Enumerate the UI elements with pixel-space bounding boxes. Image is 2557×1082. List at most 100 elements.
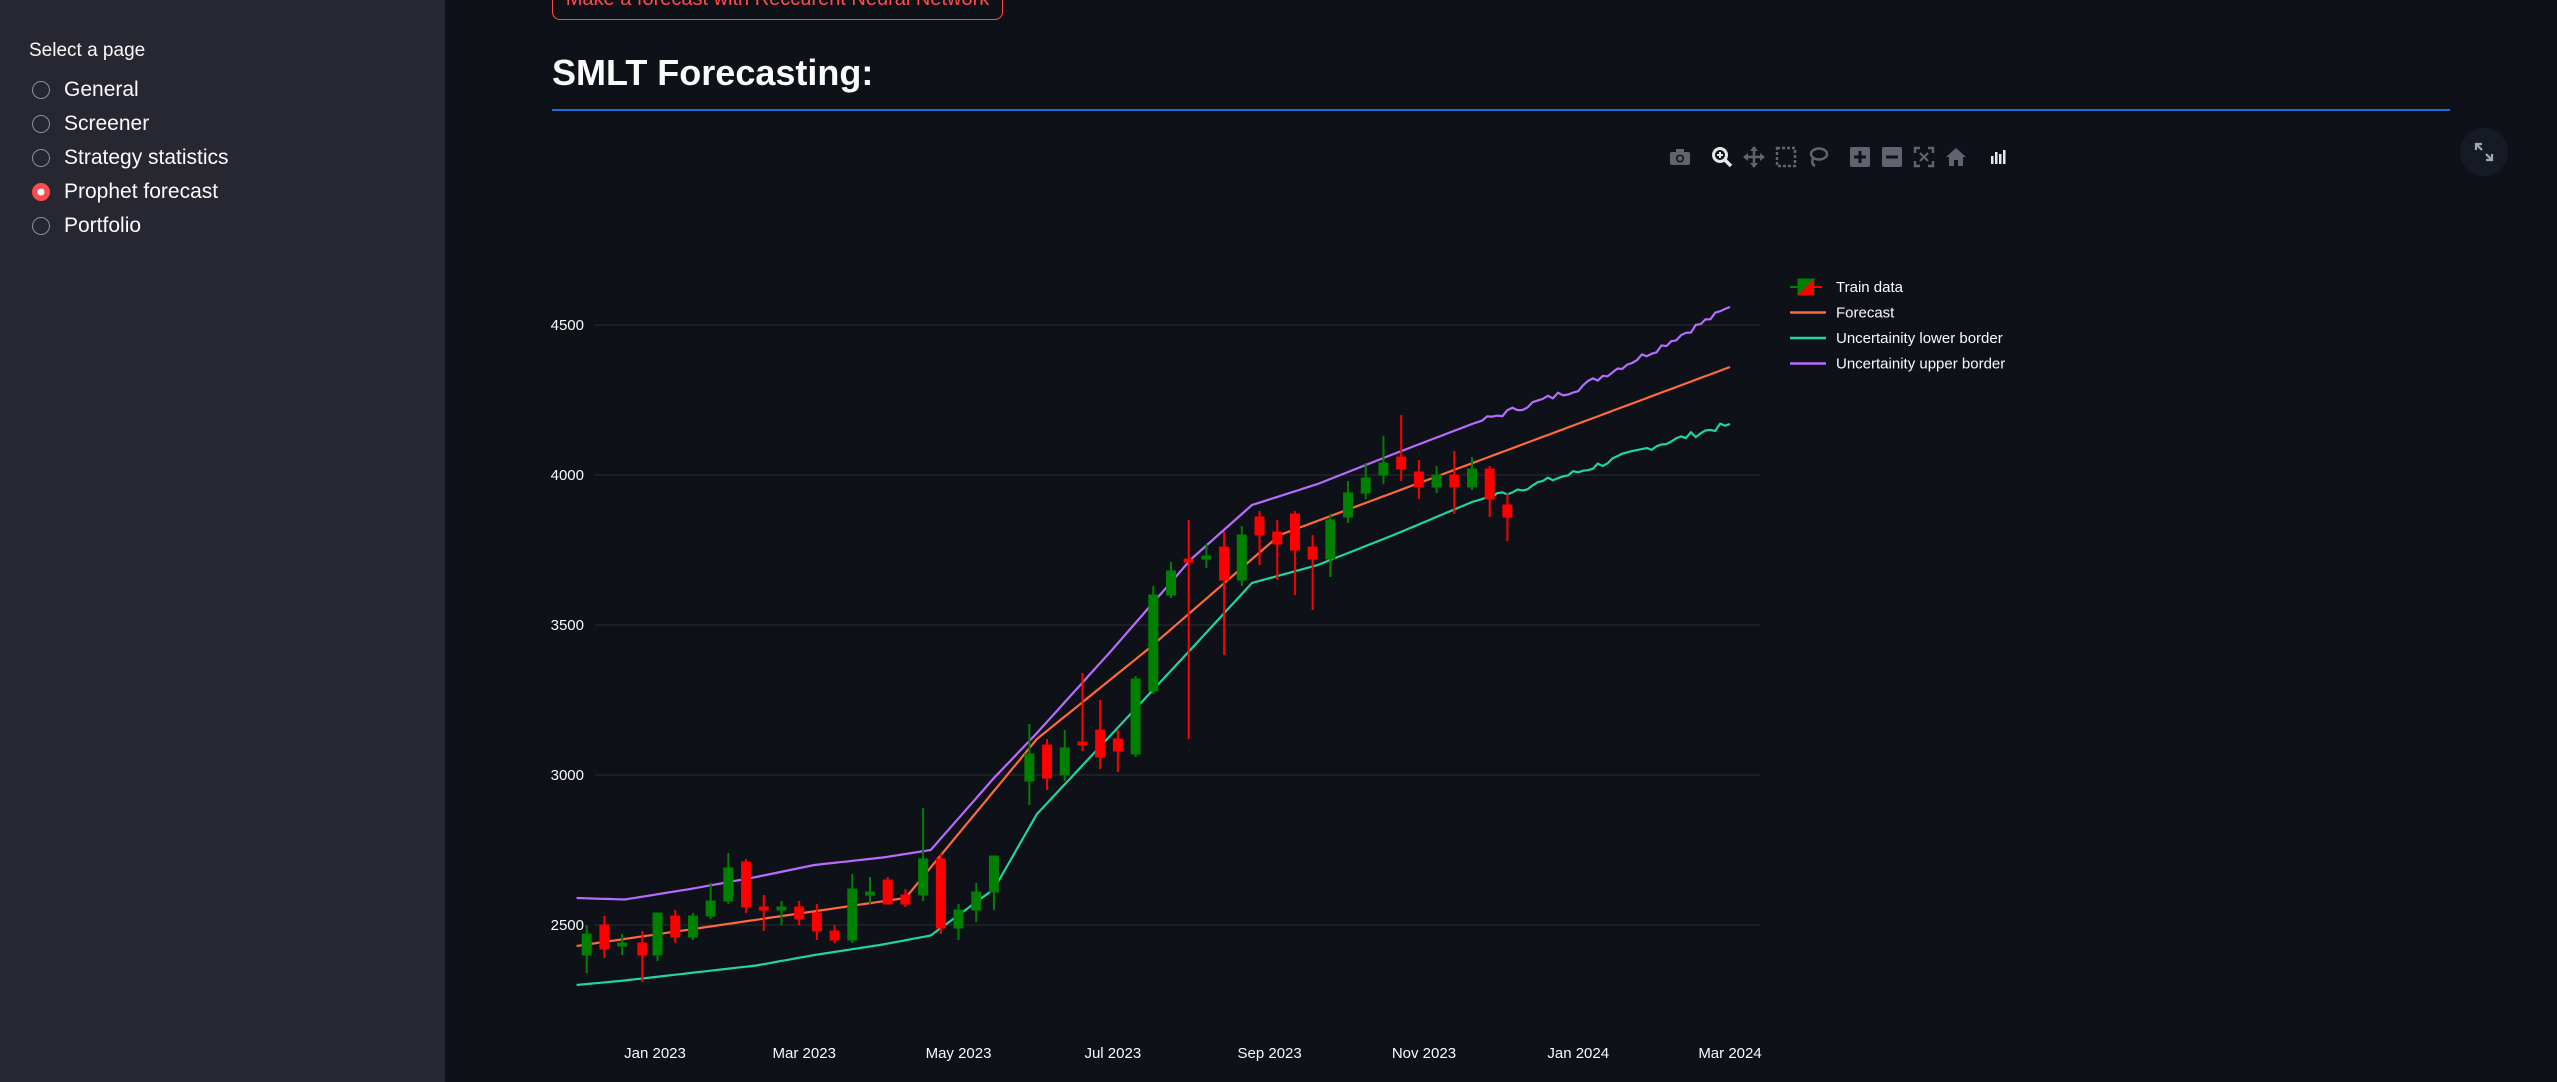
radio-label: Portfolio (64, 214, 142, 237)
candle-body (1502, 504, 1513, 518)
candle-body (935, 858, 946, 929)
candle-body (1254, 516, 1265, 536)
radio-item-general[interactable]: General (32, 75, 139, 105)
legend-label-lower-border-line: Uncertainity lower border (1836, 330, 2003, 347)
candle-body (1112, 738, 1123, 752)
candle-body (1201, 555, 1212, 560)
legend-label-train-data: Train data (1836, 279, 1904, 296)
lasso-icon[interactable] (1805, 144, 1831, 170)
lower-border-line (576, 422, 1731, 987)
candle-body (865, 891, 875, 896)
candle-body (617, 942, 628, 947)
candle-body (1325, 519, 1336, 560)
title-divider (552, 109, 2450, 111)
candle-body (847, 888, 858, 941)
x-tick-label: Sep 2023 (1238, 1045, 1302, 1062)
candle-body (637, 942, 648, 956)
y-tick-label: 2500 (551, 917, 584, 934)
rnn-forecast-button[interactable]: Make a forecast with Reccurent Neural Ne… (552, 0, 1003, 20)
x-tick-label: Mar 2024 (1698, 1045, 1761, 1062)
candle-body (1166, 570, 1176, 596)
y-tick-label: 3500 (551, 617, 584, 634)
legend-label-forecast-line: Forecast (1836, 305, 1895, 322)
radio-label: Strategy statistics (64, 146, 229, 169)
zoom-in-icon[interactable] (1847, 144, 1873, 170)
radio-item-strategy-statistics[interactable]: Strategy statistics (32, 143, 229, 173)
radio-item-portfolio[interactable]: Portfolio (32, 211, 141, 241)
candle-body (1219, 546, 1230, 581)
candle-body (1077, 741, 1088, 746)
x-tick-label: Jan 2024 (1547, 1045, 1609, 1062)
reset-axes-icon[interactable] (1943, 144, 1969, 170)
x-tick-label: Jan 2023 (624, 1045, 686, 1062)
radio-button-selected[interactable] (32, 183, 50, 201)
candle-body (918, 858, 929, 896)
candle-body (1449, 474, 1460, 488)
page-title: SMLT Forecasting: (552, 52, 874, 93)
candle-body (1396, 456, 1407, 470)
candle-body (776, 906, 787, 911)
radio-label: Screener (64, 112, 150, 135)
candle-body (1307, 546, 1318, 560)
candle-body (581, 933, 592, 956)
candle-body (1484, 468, 1495, 500)
candle-body (705, 900, 716, 917)
candle-body (723, 867, 734, 902)
candle-body (1360, 477, 1371, 494)
expand-icon (2474, 142, 2494, 162)
x-tick-label: May 2023 (926, 1045, 992, 1062)
candle-body (1024, 753, 1035, 782)
camera-icon[interactable] (1667, 144, 1693, 170)
box-select-icon[interactable] (1773, 144, 1799, 170)
candle-body (670, 915, 681, 938)
candle-body (1059, 747, 1070, 776)
candle-body (599, 924, 610, 950)
candle-body (829, 930, 840, 941)
candle-body (1042, 744, 1053, 779)
plotly-logo-icon[interactable] (1985, 144, 2011, 170)
candle-body (1095, 729, 1106, 758)
chart-modebar (1667, 144, 2017, 170)
candle-body (687, 915, 698, 938)
candle-body (1183, 558, 1194, 563)
zoom-out-icon[interactable] (1879, 144, 1905, 170)
candle-body (988, 855, 999, 893)
radio-label: General (64, 78, 139, 101)
radio-button[interactable] (32, 149, 50, 167)
x-tick-label: Nov 2023 (1392, 1045, 1456, 1062)
radio-button[interactable] (32, 115, 50, 133)
candle-body (882, 879, 893, 905)
pan-icon[interactable] (1741, 144, 1767, 170)
y-tick-label: 4000 (551, 467, 584, 484)
radio-label: Prophet forecast (64, 180, 219, 203)
main-content: Make a forecast with Reccurent Neural Ne… (445, 0, 2557, 1082)
x-tick-label: Jul 2023 (1084, 1045, 1141, 1062)
candle-body (900, 894, 911, 905)
candle-body (741, 861, 752, 908)
candle-body (1378, 462, 1389, 476)
candle-body (1289, 513, 1300, 551)
radio-item-prophet-forecast[interactable]: Prophet forecast (32, 177, 218, 207)
sidebar: Select a page General Screener Strategy … (0, 0, 445, 1082)
autoscale-icon[interactable] (1911, 144, 1937, 170)
candle-body (1431, 474, 1442, 488)
x-tick-label: Mar 2023 (773, 1045, 836, 1062)
fullscreen-button[interactable] (2460, 128, 2508, 176)
candle-body (1343, 492, 1354, 518)
candle-body (794, 906, 805, 920)
candle-body (953, 909, 964, 929)
radio-button[interactable] (32, 217, 50, 235)
radio-item-screener[interactable]: Screener (32, 109, 149, 139)
candle-body (971, 891, 982, 911)
y-tick-label: 4500 (551, 317, 584, 334)
radio-button[interactable] (32, 81, 50, 99)
candle-body (1236, 534, 1247, 581)
zoom-icon[interactable] (1709, 144, 1735, 170)
y-tick-label: 3000 (551, 767, 584, 784)
candle-body (758, 906, 769, 911)
candle-body (811, 912, 822, 932)
candle-body (1467, 468, 1477, 488)
candle-body (1130, 678, 1141, 755)
sidebar-title: Select a page (29, 40, 146, 61)
